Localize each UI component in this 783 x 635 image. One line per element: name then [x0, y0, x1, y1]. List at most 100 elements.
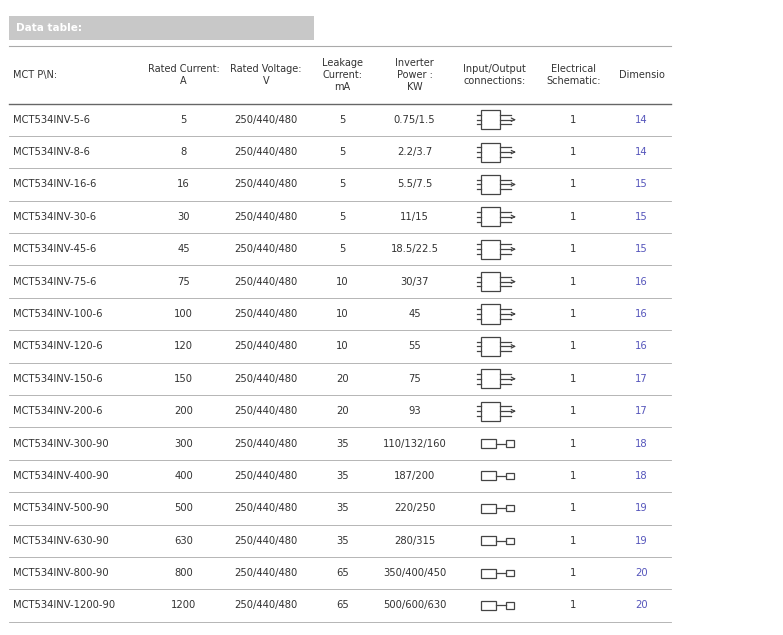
- Text: 5.5/7.5: 5.5/7.5: [397, 180, 432, 189]
- Text: 250/440/480: 250/440/480: [234, 115, 298, 124]
- Text: 1: 1: [570, 309, 576, 319]
- Bar: [481, 471, 496, 480]
- Bar: [481, 536, 496, 545]
- Text: 1: 1: [570, 147, 576, 157]
- Text: 5: 5: [180, 115, 187, 124]
- Bar: [506, 441, 514, 447]
- Bar: [506, 505, 514, 512]
- Text: 1: 1: [570, 277, 576, 286]
- Text: 250/440/480: 250/440/480: [234, 277, 298, 286]
- Text: 0.75/1.5: 0.75/1.5: [394, 115, 435, 124]
- Text: 65: 65: [336, 568, 348, 578]
- Text: MCT534INV-5-6: MCT534INV-5-6: [13, 115, 89, 124]
- Text: 45: 45: [177, 244, 190, 254]
- Text: 16: 16: [177, 180, 190, 189]
- Bar: [481, 240, 500, 259]
- Text: Data table:: Data table:: [16, 23, 81, 33]
- Text: 35: 35: [336, 439, 348, 448]
- Bar: [481, 337, 500, 356]
- Text: 250/440/480: 250/440/480: [234, 504, 298, 513]
- Text: 500: 500: [174, 504, 193, 513]
- Text: 17: 17: [635, 374, 648, 384]
- Text: 14: 14: [635, 115, 648, 124]
- Text: 20: 20: [336, 374, 348, 384]
- Text: 800: 800: [175, 568, 193, 578]
- Text: 400: 400: [175, 471, 193, 481]
- Text: 75: 75: [408, 374, 421, 384]
- Bar: [9, 16, 314, 40]
- Text: 110/132/160: 110/132/160: [383, 439, 446, 448]
- Text: 14: 14: [635, 147, 648, 157]
- Text: 1: 1: [570, 342, 576, 351]
- Text: 19: 19: [635, 536, 648, 545]
- Text: 35: 35: [336, 504, 348, 513]
- Text: 1: 1: [570, 536, 576, 545]
- Text: 250/440/480: 250/440/480: [234, 342, 298, 351]
- Text: 18.5/22.5: 18.5/22.5: [391, 244, 438, 254]
- Text: 187/200: 187/200: [394, 471, 435, 481]
- Bar: [506, 472, 514, 479]
- Text: 75: 75: [177, 277, 190, 286]
- Text: 1: 1: [570, 504, 576, 513]
- Bar: [481, 143, 500, 162]
- Bar: [481, 370, 500, 389]
- Text: 280/315: 280/315: [394, 536, 435, 545]
- Text: Inverter
Power :
KW: Inverter Power : KW: [395, 58, 434, 91]
- Text: 30: 30: [178, 212, 189, 222]
- Text: 250/440/480: 250/440/480: [234, 244, 298, 254]
- Text: MCT534INV-150-6: MCT534INV-150-6: [13, 374, 102, 384]
- Text: MCT534INV-120-6: MCT534INV-120-6: [13, 342, 102, 351]
- Text: 10: 10: [336, 309, 348, 319]
- Text: 35: 35: [336, 471, 348, 481]
- Text: 1: 1: [570, 601, 576, 610]
- Text: 250/440/480: 250/440/480: [234, 147, 298, 157]
- Text: 11/15: 11/15: [400, 212, 429, 222]
- Text: 93: 93: [408, 406, 421, 416]
- Bar: [481, 402, 500, 420]
- Text: Leakage
Current:
mA: Leakage Current: mA: [322, 58, 363, 91]
- Text: 5: 5: [339, 244, 345, 254]
- Text: MCT534INV-30-6: MCT534INV-30-6: [13, 212, 96, 222]
- Text: 120: 120: [174, 342, 193, 351]
- Text: MCT534INV-300-90: MCT534INV-300-90: [13, 439, 108, 448]
- Text: 65: 65: [336, 601, 348, 610]
- Text: 1: 1: [570, 212, 576, 222]
- Text: 1: 1: [570, 568, 576, 578]
- Text: 1: 1: [570, 439, 576, 448]
- Text: 1: 1: [570, 180, 576, 189]
- Text: MCT534INV-400-90: MCT534INV-400-90: [13, 471, 108, 481]
- Text: MCT534INV-45-6: MCT534INV-45-6: [13, 244, 96, 254]
- Text: 30/37: 30/37: [400, 277, 429, 286]
- Text: 250/440/480: 250/440/480: [234, 601, 298, 610]
- Text: 35: 35: [336, 536, 348, 545]
- Text: 16: 16: [635, 309, 648, 319]
- Text: 5: 5: [339, 147, 345, 157]
- Bar: [481, 272, 500, 291]
- Bar: [481, 110, 500, 130]
- Text: 250/440/480: 250/440/480: [234, 309, 298, 319]
- Text: 630: 630: [174, 536, 193, 545]
- Text: 1: 1: [570, 115, 576, 124]
- Text: 100: 100: [174, 309, 193, 319]
- Text: 10: 10: [336, 342, 348, 351]
- Text: MCT534INV-500-90: MCT534INV-500-90: [13, 504, 108, 513]
- Text: 350/400/450: 350/400/450: [383, 568, 446, 578]
- Text: 18: 18: [635, 471, 648, 481]
- Text: 19: 19: [635, 504, 648, 513]
- Text: 20: 20: [635, 568, 648, 578]
- Text: 16: 16: [635, 342, 648, 351]
- Text: 10: 10: [336, 277, 348, 286]
- Text: 15: 15: [635, 212, 648, 222]
- Bar: [481, 305, 500, 324]
- Text: 15: 15: [635, 244, 648, 254]
- Bar: [481, 601, 496, 610]
- Text: 2.2/3.7: 2.2/3.7: [397, 147, 432, 157]
- Text: 250/440/480: 250/440/480: [234, 439, 298, 448]
- Text: MCT534INV-75-6: MCT534INV-75-6: [13, 277, 96, 286]
- Text: 250/440/480: 250/440/480: [234, 374, 298, 384]
- Text: MCT534INV-1200-90: MCT534INV-1200-90: [13, 601, 114, 610]
- Text: 8: 8: [181, 147, 186, 157]
- Text: 55: 55: [408, 342, 421, 351]
- Text: Dimensio: Dimensio: [619, 70, 665, 80]
- Text: 250/440/480: 250/440/480: [234, 568, 298, 578]
